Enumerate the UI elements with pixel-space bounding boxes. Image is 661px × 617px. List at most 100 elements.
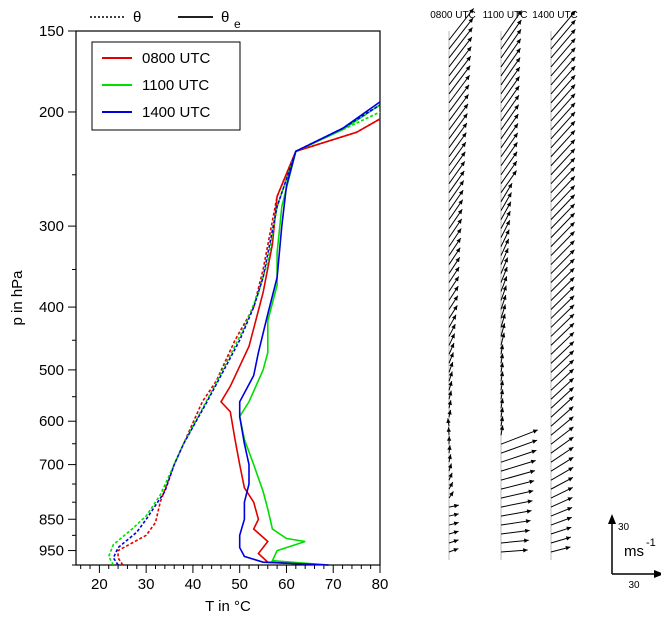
wind-arrow-shaft	[448, 27, 473, 59]
wind-arrow-head	[467, 37, 472, 42]
wind-arrow	[500, 294, 507, 310]
wind-arrow	[500, 323, 506, 337]
wind-arrow-shaft	[500, 19, 522, 50]
wind-arrow	[550, 286, 575, 310]
wind-arrow	[500, 94, 520, 122]
wind-arrow-shaft	[550, 249, 575, 274]
wind-arrow-head	[454, 276, 459, 282]
wind-arrow-head	[450, 333, 455, 339]
wind-arrow	[550, 231, 575, 256]
wind-arrow-shaft	[448, 36, 473, 68]
wind-arrow-shaft	[500, 520, 531, 526]
wind-arrow	[448, 352, 454, 364]
wind-arrow-shaft	[448, 17, 474, 50]
wind-arrow-shaft	[550, 304, 575, 328]
wind-arrow-shaft	[448, 46, 472, 77]
wind-arrow-head	[454, 286, 459, 292]
wind-arrow	[448, 8, 475, 41]
wind-arrow-shaft	[500, 10, 523, 41]
wind-arrow-shaft	[550, 166, 576, 194]
wind-arrow-head	[566, 526, 572, 531]
wind-arrow-head	[465, 65, 471, 71]
x-tick-label: 30	[138, 576, 155, 593]
wind-arrow	[448, 390, 453, 400]
wind-arrow-head	[529, 479, 535, 484]
wind-arrow-head	[569, 332, 574, 337]
wind-arrow	[500, 469, 536, 481]
wind-arrow-head	[446, 427, 451, 432]
wind-arrow-head	[512, 161, 517, 167]
wind-arrow	[448, 55, 472, 86]
wind-arrow-shaft	[550, 139, 576, 167]
wind-arrow-shaft	[500, 123, 519, 149]
wind-arrow-head	[514, 85, 520, 91]
wind-arrow-head	[447, 400, 452, 406]
wind-arrow	[550, 19, 576, 50]
wind-arrow	[448, 189, 464, 211]
wind-arrow	[448, 342, 455, 355]
legend-entry: 0800 UTC	[142, 50, 211, 67]
wind-arrow-shaft	[500, 449, 537, 463]
wind-arrow-shaft	[550, 386, 574, 409]
wind-arrow-head	[569, 222, 575, 227]
wind-arrow	[447, 409, 452, 418]
wind-arrow-head	[528, 489, 534, 494]
wind-arrow	[447, 454, 452, 463]
wind-arrow-head	[570, 194, 575, 200]
wind-arrow	[550, 322, 575, 346]
wind-arrow	[448, 521, 459, 526]
wind-arrow	[499, 362, 505, 373]
wind-arrow-head	[448, 381, 453, 387]
wind-arrow-head	[523, 548, 528, 553]
wind-arrow	[500, 151, 518, 176]
wind-arrow-head	[567, 497, 573, 502]
wind-arrow-head	[501, 304, 507, 310]
wind-arrow	[550, 331, 575, 355]
wind-arrow	[446, 427, 451, 436]
wind-arrow-head	[459, 180, 464, 186]
wind-arrow	[448, 94, 469, 122]
x-tick-label: 60	[278, 576, 295, 593]
wind-arrow-shaft	[550, 416, 574, 436]
wind-arrow	[500, 220, 511, 238]
y-axis-label: p in hPa	[9, 270, 26, 326]
wind-arrow	[499, 416, 505, 427]
wind-arrow	[550, 536, 571, 544]
wind-arrow	[448, 333, 456, 346]
wind-arrow-shaft	[500, 510, 532, 517]
wind-arrow-head	[502, 295, 507, 301]
wind-arrow-shaft	[448, 151, 466, 176]
wind-arrow	[500, 57, 521, 86]
wind-arrow-shaft	[550, 19, 576, 50]
wind-arrow	[448, 237, 462, 256]
wind-arrow-shaft	[550, 406, 574, 427]
wind-arrow-head	[513, 132, 518, 138]
wind-arrow-shaft	[448, 113, 468, 140]
wind-arrow	[550, 436, 574, 454]
wind-arrow	[448, 323, 456, 337]
wind-arrow-shaft	[550, 194, 576, 220]
wind-arrow-shaft	[550, 130, 576, 158]
reference-v-label: 30	[618, 522, 630, 533]
wind-arrow	[446, 418, 451, 427]
y-tick-label: 600	[39, 413, 64, 430]
wind-arrow-shaft	[550, 396, 574, 418]
wind-arrow	[550, 47, 576, 77]
wind-arrow-head	[570, 84, 576, 90]
wind-arrow	[448, 491, 454, 499]
wind-arrow-head	[570, 10, 576, 16]
wind-arrow-shaft	[448, 74, 471, 104]
theta-e-line-2	[238, 104, 381, 566]
wind-arrow-head	[499, 344, 505, 350]
wind-arrow-head	[570, 203, 575, 209]
wind-arrow-head	[454, 266, 460, 272]
wind-column-label: 0800 UTC	[430, 10, 476, 21]
wind-arrow	[500, 519, 531, 526]
wind-arrow-head	[504, 238, 509, 244]
wind-arrow	[448, 209, 463, 229]
wind-arrow-shaft	[500, 439, 538, 454]
wind-arrow	[500, 229, 510, 247]
wind-arrow	[448, 548, 459, 553]
wind-arrow-head	[453, 521, 459, 526]
y-tick-label: 150	[39, 23, 64, 40]
